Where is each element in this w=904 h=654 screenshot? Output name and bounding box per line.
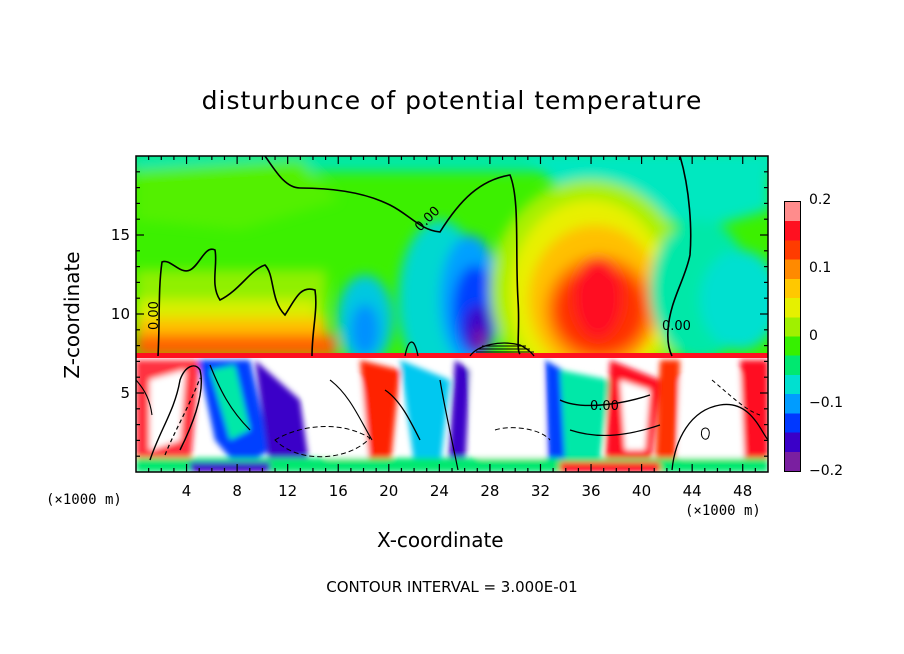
x-tick-label: 16 xyxy=(329,482,348,500)
y-axis-label: Z-coordinate xyxy=(60,251,84,379)
contour-interval-note: CONTOUR INTERVAL = 3.000E-01 xyxy=(326,578,578,596)
contour-lines xyxy=(136,156,768,471)
x-tick-label: 48 xyxy=(733,482,752,500)
colorbar xyxy=(784,201,801,472)
x-tick-label: 4 xyxy=(182,482,192,500)
x-tick-label: 24 xyxy=(430,482,449,500)
contour-label: 0.00 xyxy=(147,301,162,330)
x-axis-label: X-coordinate xyxy=(377,528,504,552)
x-tick-label: 20 xyxy=(379,482,398,500)
x-tick-label: 36 xyxy=(581,482,600,500)
x-tick-label: 28 xyxy=(480,482,499,500)
chart-title: disturbunce of potential temperature xyxy=(201,86,703,115)
colorbar-tick-label: 0 xyxy=(809,327,818,344)
x-unit-label-left: (×1000 m) xyxy=(46,492,122,508)
x-tick-label: 44 xyxy=(683,482,702,500)
x-tick-label: 40 xyxy=(632,482,651,500)
contour-label-group: 0.00 0.00 0.00 0.00 xyxy=(147,204,691,414)
y-tick-label: 15 xyxy=(111,226,130,244)
colorbar-tick-label: −0.1 xyxy=(809,395,843,412)
contour-label: 0.00 xyxy=(662,319,691,334)
y-tick-label: 10 xyxy=(111,305,130,323)
x-tick-label: 32 xyxy=(531,482,550,500)
x-tick-label: 12 xyxy=(278,482,297,500)
y-tick-label: 5 xyxy=(120,384,130,402)
colorbar-tick-label: 0.1 xyxy=(809,259,832,276)
field-shading xyxy=(136,156,768,472)
x-unit-label-right: (×1000 m) xyxy=(685,503,761,519)
x-tick-label: 8 xyxy=(232,482,242,500)
contour-label: 0.00 xyxy=(590,399,619,414)
colorbar-tick-label: 0.2 xyxy=(809,192,832,208)
colorbar-tick-label: −0.2 xyxy=(809,463,843,479)
